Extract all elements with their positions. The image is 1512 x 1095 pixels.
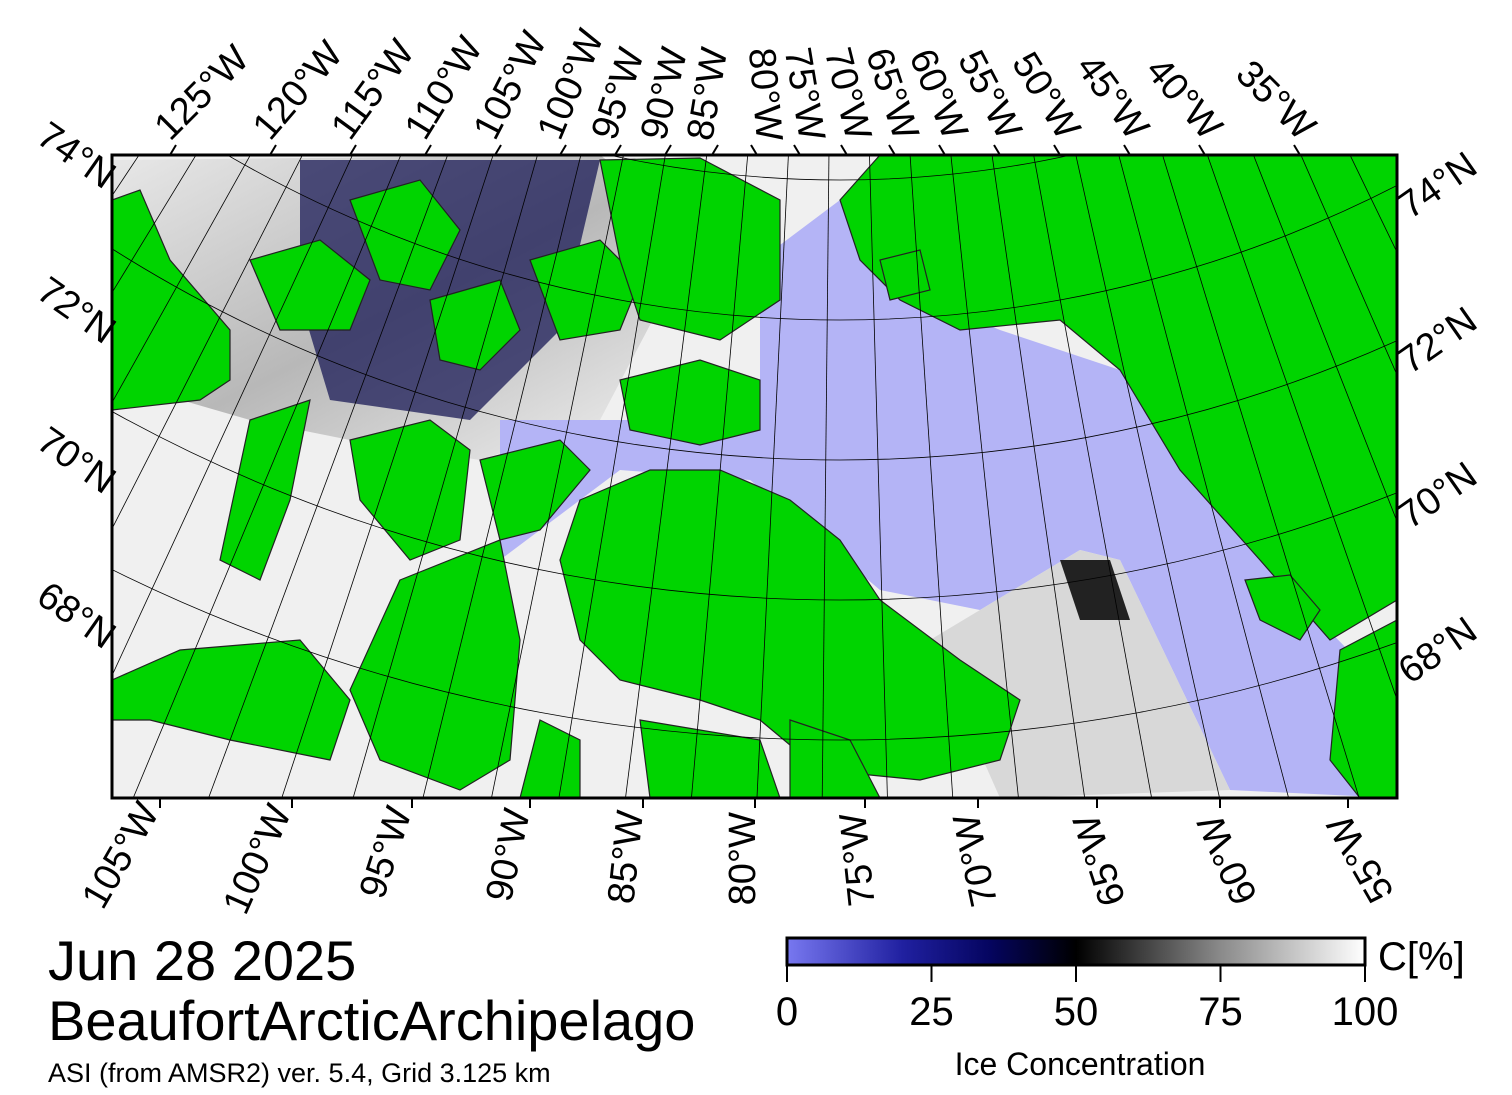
meridian [1507,0,1512,443]
colorbar [785,936,1367,967]
meridian [756,155,789,798]
tick [711,144,719,156]
colorbar-unit: C[%] [1378,935,1465,979]
meridian [112,155,353,677]
tick [750,144,758,156]
bottom-label: 70°W [946,810,1007,910]
parallel [227,155,1397,321]
right-label: 68°N [1391,609,1485,692]
tick [349,144,357,156]
meridian [112,155,251,404]
bottom-label: 85°W [600,808,652,905]
tick [559,144,567,156]
meridian [491,155,624,798]
tick [938,144,946,156]
meridian [1162,155,1360,798]
top-label: 40°W [1137,50,1230,148]
colorbar-tick-label: 100 [1332,990,1399,1034]
bottom-label: 105°W [74,795,168,915]
source: ASI (from AMSR2) ver. 5.4, Grid 3.125 km [48,1058,551,1088]
meridian [691,155,749,798]
left-label: 72°N [29,269,123,352]
tick [494,144,502,156]
tick [169,144,177,156]
meridian [821,155,830,798]
meridian [112,155,303,530]
colorbar-tick-label: 25 [909,990,954,1034]
meridian [281,155,494,798]
left-label: 70°N [29,419,123,502]
tick [1123,144,1131,156]
top-label: 80°W [740,46,790,143]
left-label: 74°N [29,114,123,197]
tick [424,144,432,156]
tick [993,144,1001,156]
bottom-label: 80°W [722,812,764,905]
bottom-label: 60°W [1190,808,1266,910]
tick [1293,144,1301,156]
meridian [422,155,582,798]
region-name: BeaufortArcticArchipelago [48,989,695,1052]
meridian [1033,155,1153,798]
bottom-label: 95°W [352,802,421,904]
top-label: 125°W [147,38,258,149]
meridian [208,155,449,798]
date: Jun 28 2025 [48,929,356,992]
right-label: 70°N [1391,454,1485,537]
colorbar-tick-label: 75 [1198,990,1243,1034]
tick [888,144,896,156]
top-label: 45°W [1068,47,1157,147]
left-label: 68°N [29,574,123,657]
meridian [909,155,954,798]
colorbar-label: Ice Concentration [955,1046,1206,1082]
colorbar-tick-label: 0 [776,990,798,1034]
bottom-label: 90°W [478,805,539,905]
bottom-label: 75°W [832,811,884,908]
tick [840,144,848,156]
meridian [1253,155,1397,523]
parallel [607,155,1073,181]
meridian [132,155,402,798]
meridian [1206,155,1397,701]
meridian [950,155,1019,798]
bottom-label: 100°W [215,798,300,920]
tick [269,144,277,156]
meridian [1075,155,1220,798]
right-label: 72°N [1391,299,1485,382]
meridian [991,155,1086,798]
bottom-label: 65°W [1066,809,1135,911]
tick [1053,144,1061,156]
tick [614,144,622,156]
bottom-label: 55°W [1319,807,1402,909]
meridian [558,155,666,798]
tick [664,144,672,156]
top-label: 35°W [1228,53,1324,149]
meridian [0,0,61,100]
meridian [0,0,97,230]
colorbar-tick-label: 50 [1054,990,1099,1034]
tick [1198,144,1206,156]
meridian [1118,155,1290,798]
meridian [352,155,538,798]
right-label: 74°N [1391,144,1485,227]
tick [793,144,801,156]
meridian [869,155,888,798]
meridian [1483,0,1512,499]
open-water [500,200,1397,798]
meridian [625,155,708,798]
